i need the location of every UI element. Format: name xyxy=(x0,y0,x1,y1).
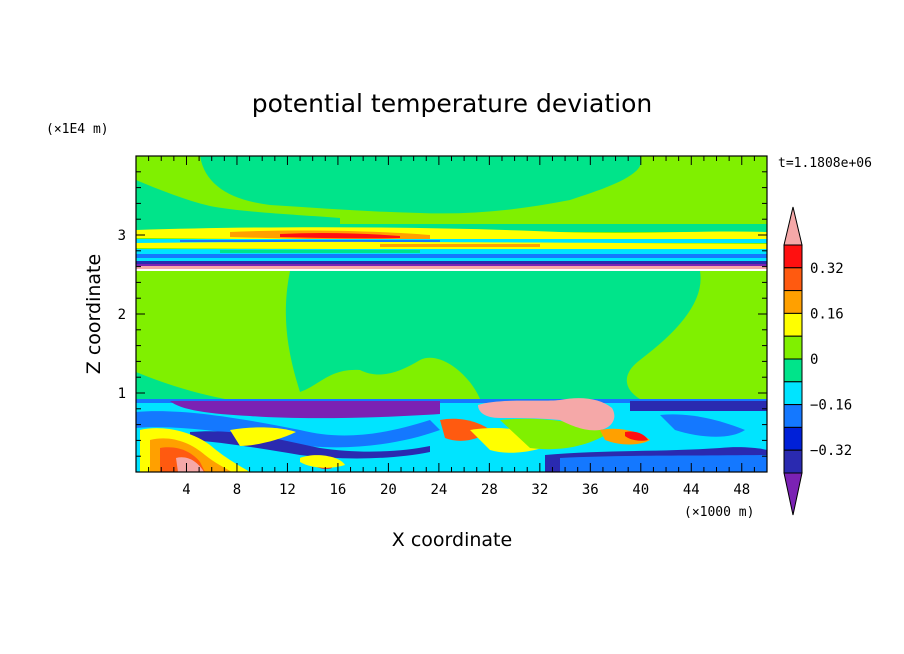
colorbar-swatch xyxy=(783,381,803,406)
x-tick-label: 48 xyxy=(733,482,750,498)
colorbar-tick-label: −0.16 xyxy=(810,398,852,414)
colorbar: 0.32 0.16 0 −0.16 −0.32 xyxy=(783,206,852,516)
layer-a xyxy=(136,224,767,232)
bl-blue-swirl-1 xyxy=(136,411,440,448)
colorbar-tick-label: 0 xyxy=(810,352,818,368)
speck-1 xyxy=(548,278,554,284)
bl-lower-blue xyxy=(560,455,767,472)
y-unit-label: (×1E4 m) xyxy=(46,122,109,137)
layer-cyan-3 xyxy=(136,258,767,261)
x-tick-label: 24 xyxy=(430,482,447,498)
colorbar-tick-label: 0.32 xyxy=(810,261,844,277)
bl-pink-blob xyxy=(478,398,615,431)
x-tick-label: 36 xyxy=(582,482,599,498)
bl-small-yellow xyxy=(300,455,345,468)
layer-orange-2 xyxy=(380,244,540,247)
speck-2 xyxy=(568,288,576,296)
colorbar-swatch xyxy=(783,426,803,451)
colorbar-swatch xyxy=(783,404,803,428)
y-axis-label: Z coordinate xyxy=(83,254,105,374)
layer-blue-1 xyxy=(180,240,440,242)
colorbar-tick-label: 0.16 xyxy=(810,306,844,322)
layer-navy xyxy=(136,261,767,264)
layer-cyan-2 xyxy=(136,249,767,254)
x-tick-label: 28 xyxy=(481,482,498,498)
y-tick-label: 3 xyxy=(118,228,126,244)
colorbar-tick-label: −0.32 xyxy=(810,443,852,459)
colorbar-min-triangle xyxy=(783,472,803,516)
x-axis-label: X coordinate xyxy=(392,529,512,551)
x-tick-label: 4 xyxy=(182,482,190,498)
colorbar-swatch xyxy=(783,449,803,474)
bl-purple-band xyxy=(170,401,440,419)
upper-negative-region xyxy=(200,156,642,214)
bl-red-right xyxy=(625,431,648,441)
middle-negative-region xyxy=(285,271,701,399)
layer-purple xyxy=(136,264,767,266)
layer-white xyxy=(136,269,767,271)
lower-left-negative xyxy=(136,372,225,399)
bl-top-blue xyxy=(136,399,767,403)
x-unit-label: (×1000 m) xyxy=(684,505,754,520)
y-axis-ticks: 1 2 3 xyxy=(118,155,767,473)
colorbar-swatch xyxy=(783,358,803,383)
y-tick-label: 1 xyxy=(118,386,126,402)
bl-left-pink xyxy=(176,457,204,472)
layer-red xyxy=(280,232,400,239)
x-tick-label: 44 xyxy=(683,482,700,498)
contour-field xyxy=(136,156,767,472)
x-tick-label: 8 xyxy=(233,482,241,498)
layer-pink xyxy=(136,266,767,269)
x-tick-label: 32 xyxy=(531,482,548,498)
upper-negative-region-2 xyxy=(136,180,340,226)
x-tick-label: 12 xyxy=(279,482,296,498)
x-axis-ticks: 4 8 12 16 20 24 28 32 36 40 44 48 xyxy=(135,156,768,498)
x-tick-label: 40 xyxy=(632,482,649,498)
colorbar-swatch xyxy=(783,267,803,292)
colorbar-swatch xyxy=(783,290,803,314)
layer-blue-2 xyxy=(136,254,767,258)
colorbar-swatch xyxy=(783,312,803,337)
layer-cyan-1 xyxy=(136,239,767,243)
x-tick-label: 20 xyxy=(380,482,397,498)
bl-right-blue-swirl xyxy=(660,414,745,437)
bl-navy-right xyxy=(630,401,767,411)
colorbar-swatch xyxy=(783,244,803,269)
y-tick-label: 2 xyxy=(118,307,126,323)
time-label: t=1.1808e+06 xyxy=(778,156,872,171)
colorbar-swatch xyxy=(783,335,803,360)
chart-title: potential temperature deviation xyxy=(252,89,652,118)
x-tick-label: 16 xyxy=(329,482,346,498)
layer-green-2 xyxy=(220,250,420,253)
colorbar-max-triangle xyxy=(783,206,803,246)
bl-left-yellow-2 xyxy=(230,427,296,446)
